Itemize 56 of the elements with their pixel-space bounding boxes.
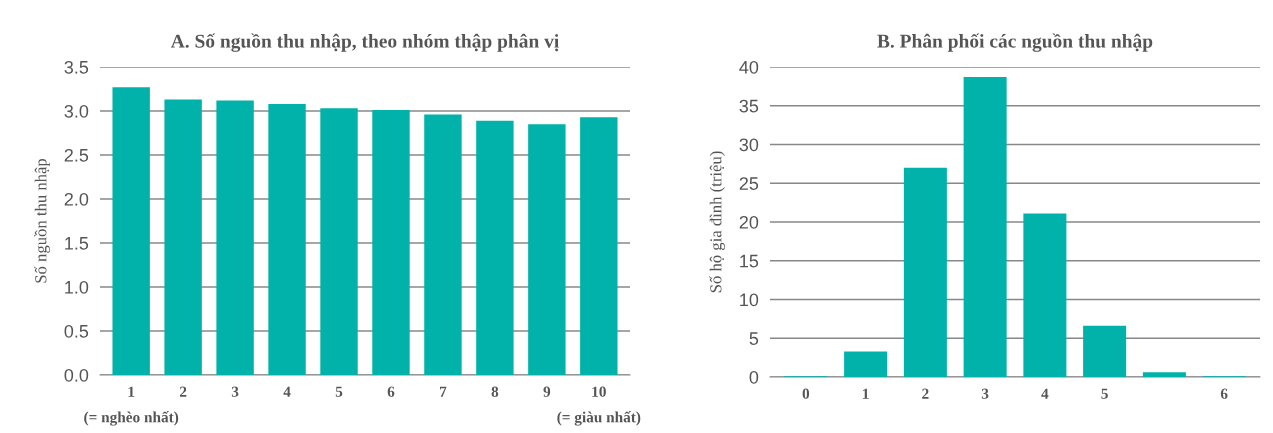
bar	[1142, 372, 1186, 377]
y-tick-label: 3.0	[64, 104, 89, 118]
y-tick-label: 5	[749, 332, 759, 345]
y-axis-title: Số hộ gia đình (triệu)	[709, 151, 725, 293]
y-axis-title: Số nguồn thu nhập	[34, 158, 50, 283]
y-tick-label: 3.5	[64, 60, 89, 74]
y-tick-label: 2.0	[64, 192, 89, 206]
y-tick-label: 0.5	[64, 324, 89, 338]
bar	[476, 120, 514, 375]
y-tick-label: 10	[740, 293, 759, 307]
y-tick-label: 25	[739, 177, 759, 190]
bar	[164, 99, 202, 375]
x-tick-label: 5	[335, 386, 343, 397]
y-tick-label: 2.5	[64, 148, 89, 162]
bar	[268, 103, 306, 375]
bar	[216, 100, 254, 375]
y-tick-label: 40	[739, 60, 759, 74]
text: (= giàu nhất)	[557, 411, 641, 426]
bar	[1083, 325, 1127, 377]
x-tick-label: 3	[981, 388, 989, 399]
bar	[424, 114, 462, 375]
x-tick-label: 1	[128, 386, 135, 397]
bar	[903, 167, 947, 377]
x-tick-label: 3	[231, 386, 239, 397]
y-tick-label: 0	[749, 370, 759, 384]
x-tick-label: 2	[922, 388, 929, 399]
bar	[528, 124, 566, 375]
chart-title: B. Phân phối các nguồn thu nhập	[877, 33, 1153, 52]
y-tick-label: 1.5	[65, 237, 89, 250]
chart-title: A. Số nguồn thu nhập, theo nhóm thập phân vị	[170, 33, 559, 52]
bar	[844, 351, 888, 377]
x-tick-label: 7	[440, 386, 447, 397]
bar	[1023, 213, 1067, 377]
y-tick-label: 15	[740, 254, 759, 268]
x-tick-label: 4	[1041, 388, 1049, 399]
bar	[372, 110, 410, 375]
bar	[580, 117, 618, 375]
text: (= nghèo nhất)	[84, 411, 179, 426]
y-tick-label: 20	[739, 215, 759, 229]
x-tick-label: 10	[592, 386, 606, 397]
x-tick-label: 6	[387, 386, 395, 397]
x-tick-label: 5	[1101, 388, 1108, 399]
bar	[963, 77, 1007, 377]
x-tick-label: 6	[1220, 388, 1228, 399]
y-tick-label: 30	[739, 138, 759, 152]
bar	[320, 108, 358, 375]
x-tick-label: 1	[863, 388, 869, 399]
y-tick-label: 0.0	[64, 368, 89, 382]
bar	[112, 87, 150, 375]
y-tick-label: 1.0	[65, 280, 89, 294]
y-tick-label: 35	[739, 99, 759, 113]
x-tick-label: 4	[283, 386, 291, 397]
x-tick-label: 0	[802, 388, 810, 399]
x-tick-label: 9	[543, 386, 551, 397]
x-tick-label: 2	[179, 386, 187, 397]
x-tick-label: 8	[491, 386, 499, 397]
